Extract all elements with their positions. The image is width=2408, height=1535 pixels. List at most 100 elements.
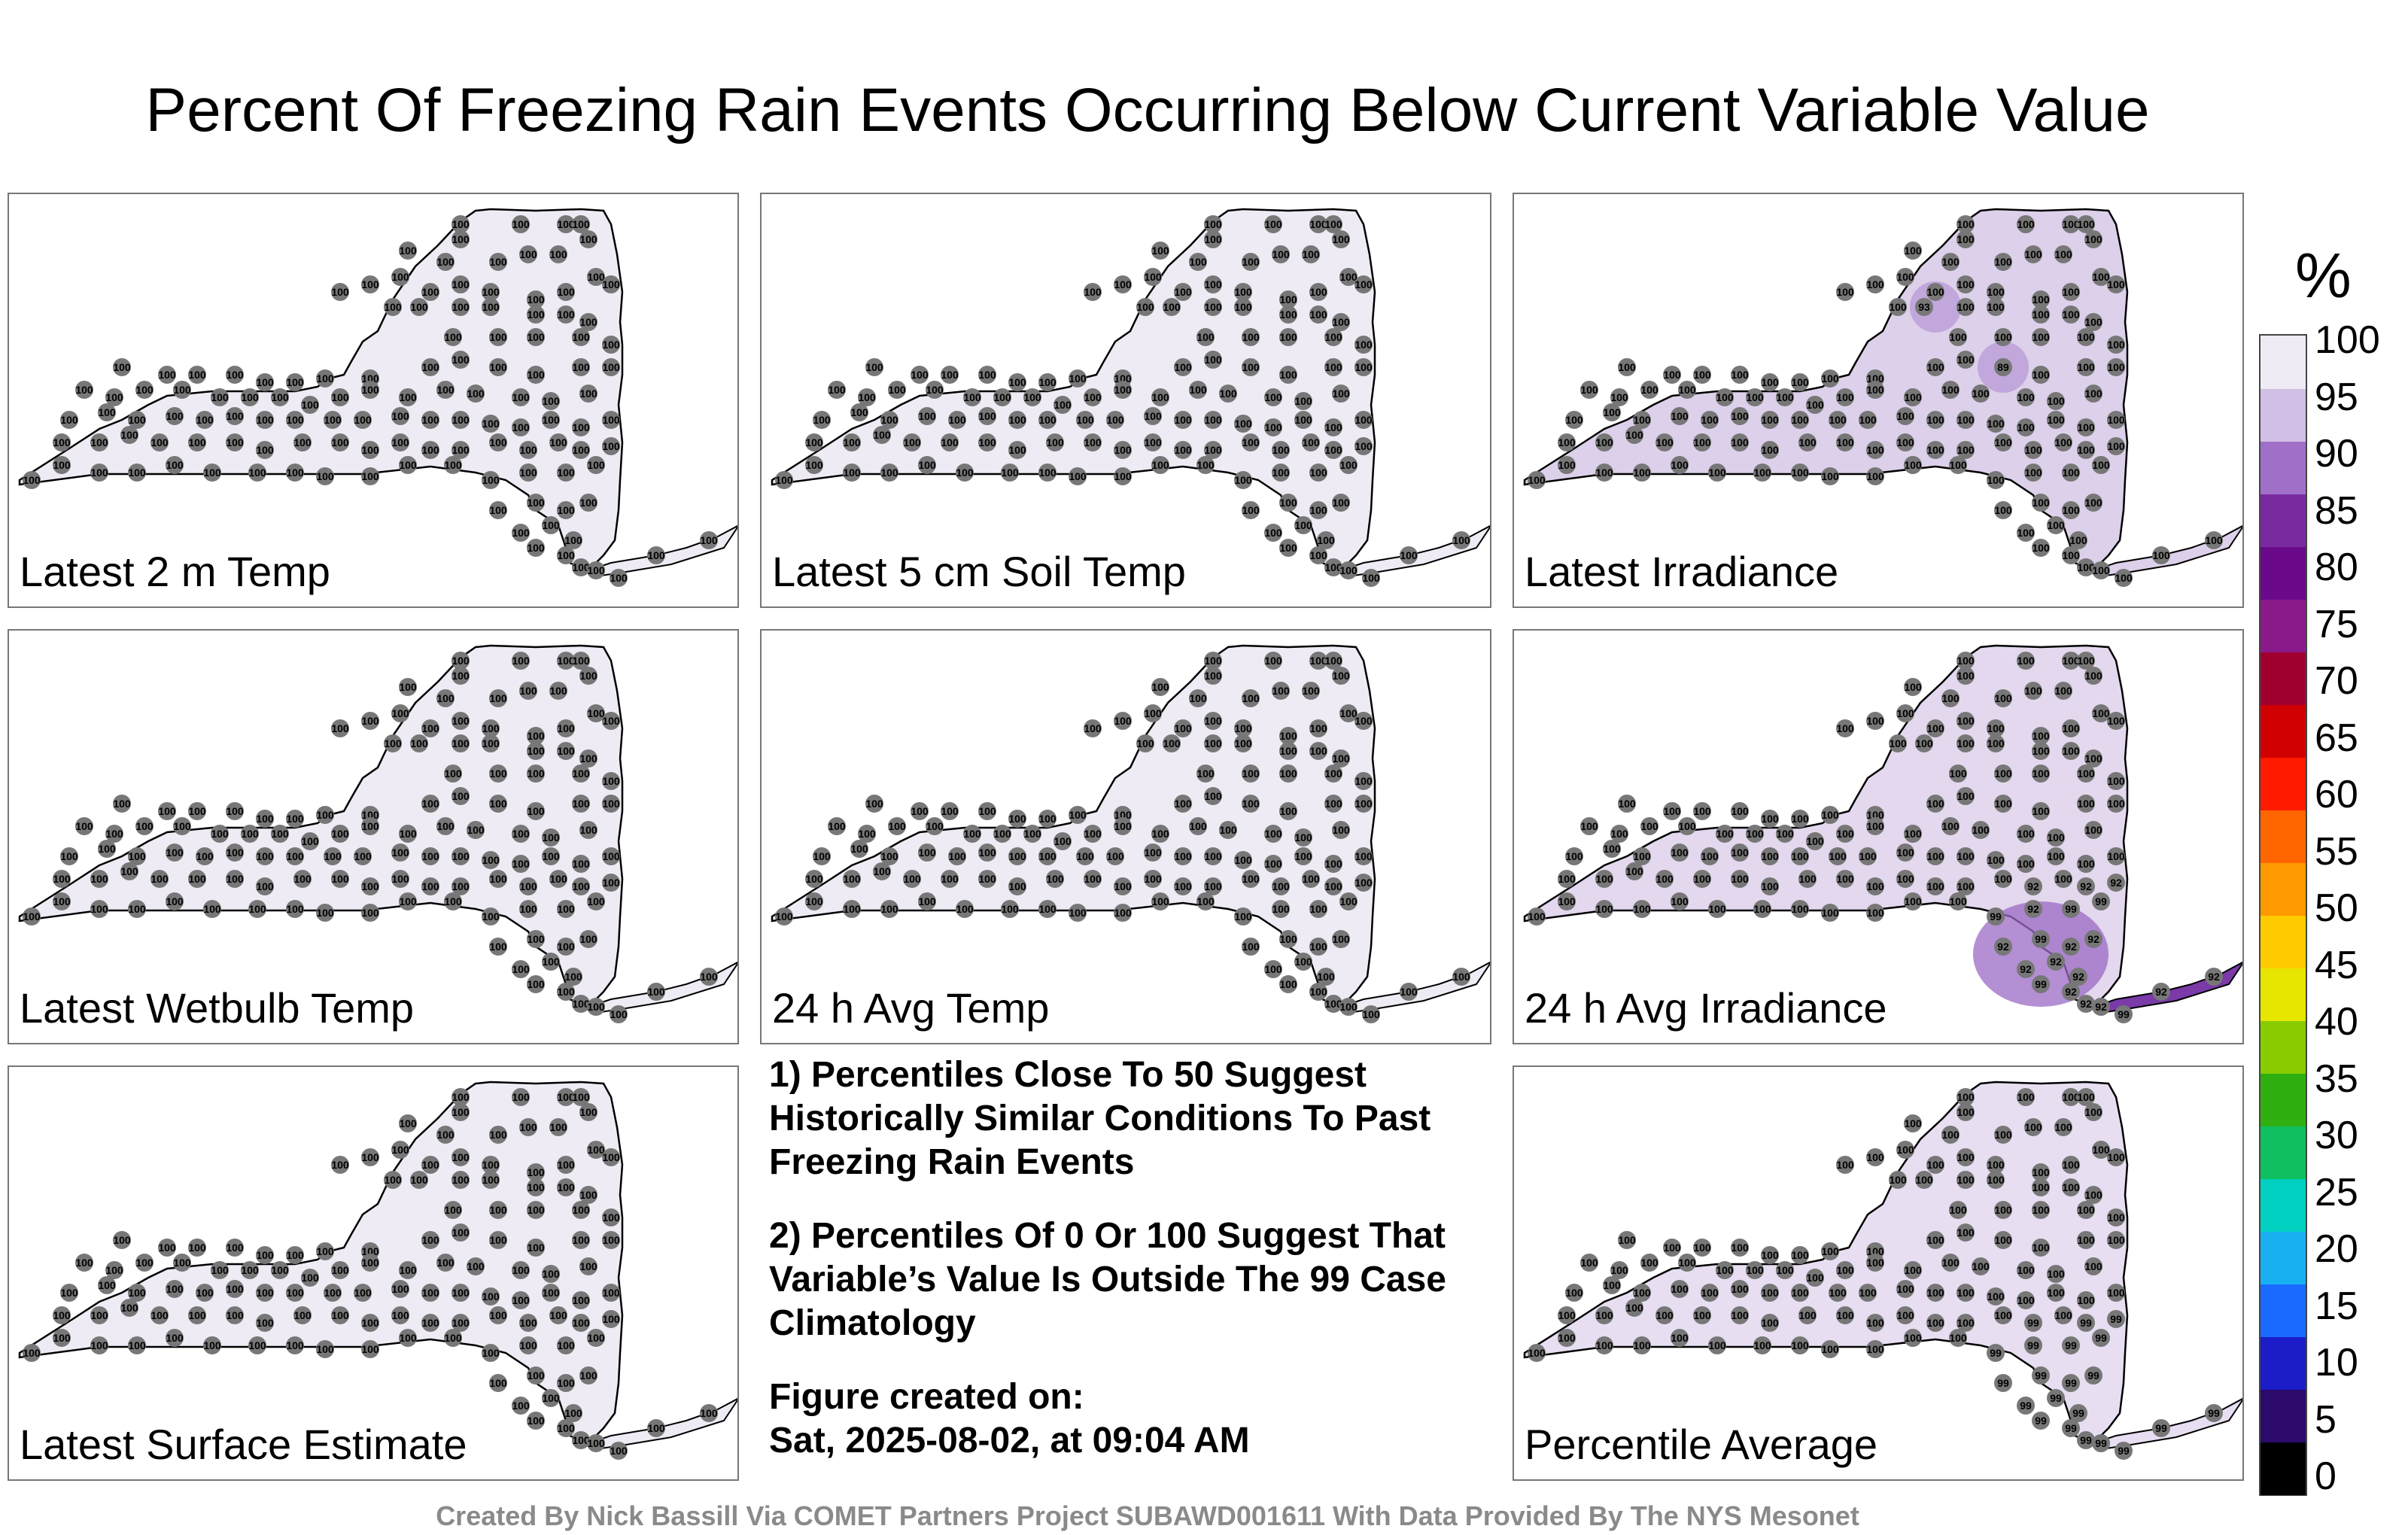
svg-text:100: 100: [572, 1091, 590, 1103]
station-marker: 100: [1038, 900, 1057, 918]
colorbar-tick-label: 5: [2315, 1397, 2337, 1442]
station-marker: 100: [1302, 433, 1320, 451]
svg-text:100: 100: [399, 245, 417, 257]
station-marker: 100: [1866, 1340, 1884, 1358]
low-percentile-hotspot: [1910, 281, 1961, 333]
svg-text:100: 100: [1761, 414, 1779, 426]
station-marker: 100: [1926, 719, 1944, 737]
station-marker: 100: [2047, 847, 2065, 865]
station-marker: 100: [1889, 1171, 1907, 1189]
station-marker: 100: [128, 1336, 146, 1354]
station-marker: 100: [1633, 1336, 1651, 1354]
colorbar-swatch: [2261, 704, 2306, 758]
svg-text:100: 100: [1339, 564, 1358, 576]
svg-text:100: 100: [128, 903, 146, 915]
svg-text:100: 100: [2032, 745, 2050, 757]
station-marker: 100: [1114, 817, 1132, 835]
svg-text:100: 100: [1655, 873, 1674, 885]
svg-text:100: 100: [519, 444, 537, 456]
svg-text:100: 100: [1294, 414, 1312, 426]
svg-text:100: 100: [1693, 436, 1711, 448]
svg-text:100: 100: [527, 1166, 545, 1178]
panel-label: Latest Wetbulb Temp: [20, 984, 415, 1032]
svg-text:100: 100: [956, 467, 974, 479]
station-marker: 92: [2024, 877, 2042, 895]
svg-text:99: 99: [2050, 1392, 2062, 1404]
station-marker: 100: [2062, 501, 2080, 519]
station-marker: 100: [188, 870, 206, 888]
station-marker: 100: [880, 900, 898, 918]
station-marker: 92: [2084, 930, 2102, 948]
station-marker: 100: [113, 795, 131, 813]
station-marker: 100: [1866, 877, 1884, 895]
colorbar-swatch: [2261, 757, 2306, 810]
svg-text:100: 100: [519, 1339, 537, 1351]
svg-text:100: 100: [421, 444, 439, 456]
station-marker: 100: [1114, 381, 1132, 399]
svg-text:100: 100: [1821, 907, 1839, 919]
station-marker: 100: [105, 388, 123, 406]
station-marker: 100: [1264, 215, 1282, 233]
svg-text:100: 100: [1324, 361, 1342, 373]
svg-text:100: 100: [2047, 519, 2065, 531]
station-marker: 100: [1196, 764, 1215, 783]
svg-text:100: 100: [1242, 331, 1260, 343]
station-marker: 100: [1671, 843, 1689, 862]
svg-text:100: 100: [542, 1392, 560, 1404]
station-marker: 100: [647, 1419, 665, 1437]
svg-text:100: 100: [880, 414, 898, 426]
station-marker: 100: [1806, 1269, 1824, 1287]
svg-text:100: 100: [1354, 798, 1373, 810]
station-marker: 100: [1761, 1284, 1779, 1302]
station-marker: 100: [2032, 305, 2050, 324]
svg-text:100: 100: [602, 775, 620, 787]
station-marker: 100: [512, 388, 530, 406]
station-marker: 100: [75, 381, 93, 399]
svg-text:100: 100: [384, 301, 402, 313]
svg-text:100: 100: [2047, 831, 2065, 843]
station-marker: 100: [1324, 764, 1342, 783]
station-marker: 100: [1972, 1257, 1990, 1275]
station-marker: 99: [2024, 1336, 2042, 1354]
svg-text:100: 100: [301, 835, 319, 847]
station-marker: 100: [1941, 1126, 1960, 1144]
station-marker: 100: [1309, 283, 1327, 301]
station-marker: 100: [2054, 682, 2072, 700]
svg-text:100: 100: [1701, 850, 1719, 862]
station-marker: 100: [2017, 524, 2035, 542]
station-marker: 100: [512, 1291, 530, 1309]
svg-text:100: 100: [978, 369, 996, 381]
svg-text:100: 100: [1279, 369, 1297, 381]
svg-text:100: 100: [1279, 745, 1297, 757]
svg-text:100: 100: [1791, 1287, 1809, 1299]
svg-text:100: 100: [572, 444, 590, 456]
svg-text:100: 100: [1753, 467, 1771, 479]
station-marker: 100: [1987, 1287, 2005, 1306]
svg-text:100: 100: [2077, 768, 2095, 780]
station-marker: 100: [2092, 704, 2110, 722]
svg-text:100: 100: [2077, 561, 2095, 573]
svg-text:100: 100: [1836, 722, 1854, 734]
station-marker: 100: [451, 1103, 470, 1121]
svg-text:100: 100: [1324, 998, 1342, 1010]
svg-text:100: 100: [1904, 1117, 1922, 1129]
svg-text:100: 100: [1701, 1287, 1719, 1299]
svg-text:100: 100: [98, 406, 116, 418]
station-marker: 100: [421, 1231, 439, 1249]
svg-text:100: 100: [391, 1283, 409, 1295]
station-marker: 100: [436, 1126, 455, 1144]
station-marker: 100: [963, 825, 981, 843]
station-marker: 100: [1046, 870, 1064, 888]
station-marker: 100: [1671, 456, 1689, 474]
svg-text:100: 100: [1836, 391, 1854, 403]
svg-text:100: 100: [557, 745, 575, 757]
svg-text:100: 100: [1196, 459, 1215, 471]
svg-text:100: 100: [2017, 218, 2035, 230]
svg-text:100: 100: [1821, 1245, 1839, 1257]
station-marker: 100: [1926, 441, 1944, 459]
svg-text:100: 100: [1889, 1174, 1907, 1186]
svg-text:100: 100: [1234, 286, 1252, 298]
station-marker: 100: [880, 411, 898, 429]
svg-text:100: 100: [324, 1287, 342, 1299]
station-marker: 100: [226, 433, 244, 451]
